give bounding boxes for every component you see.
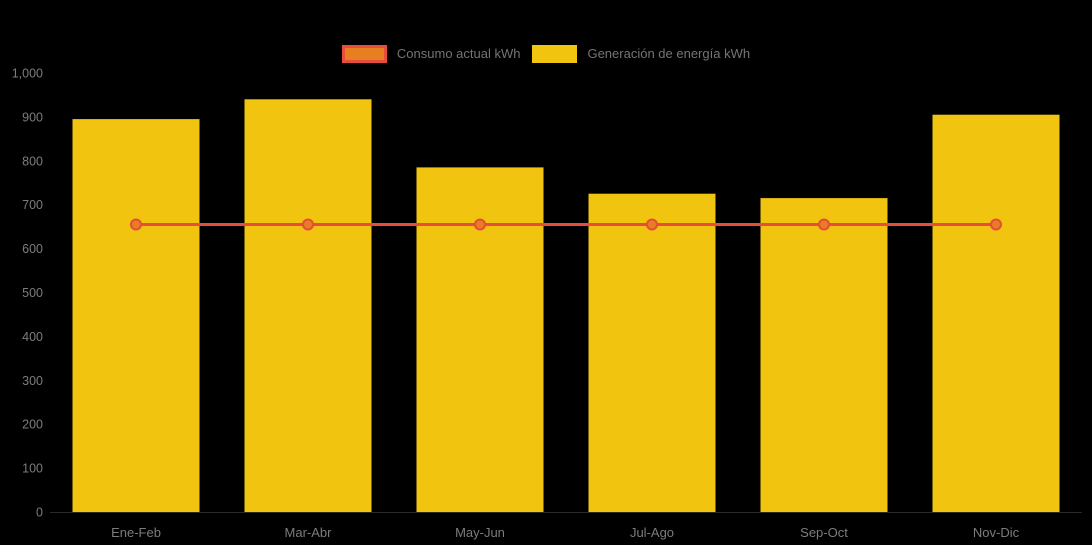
legend-item-generacion-energia[interactable]: Generación de energía kWh: [532, 45, 750, 63]
x-axis-tick-label: May-Jun: [455, 525, 505, 540]
generation-bar-Sep-Oct[interactable]: [760, 198, 888, 512]
y-axis-tick-label: 400: [22, 330, 43, 344]
y-axis-tick-label: 200: [22, 418, 43, 432]
generation-bar-Jul-Ago[interactable]: [588, 193, 716, 512]
consumption-point-Mar-Abr[interactable]: [302, 218, 314, 231]
y-axis-tick-label: 500: [22, 286, 43, 300]
consumo-actual-swatch-icon: [341, 45, 387, 63]
x-axis-tick-label: Sep-Oct: [800, 525, 848, 540]
chart-legend: Consumo actual kWh Generación de energía…: [0, 45, 1092, 63]
y-axis-tick-label: 900: [22, 110, 43, 124]
y-axis-tick-label: 0: [36, 506, 43, 520]
y-axis-tick-label: 600: [22, 242, 43, 256]
generation-bar-Mar-Abr[interactable]: [244, 99, 372, 513]
x-axis-tick-label: Mar-Abr: [285, 525, 333, 540]
x-axis-tick-label: Ene-Feb: [111, 525, 161, 540]
generation-bar-Ene-Feb[interactable]: [72, 119, 200, 512]
legend-label-generacion-energia: Generación de energía kWh: [587, 46, 751, 61]
y-axis-tick-label: 100: [22, 462, 43, 476]
consumption-point-Jul-Ago[interactable]: [646, 218, 658, 231]
generacion-energia-swatch-icon: [532, 45, 578, 63]
legend-label-consumo-actual: Consumo actual kWh: [396, 46, 521, 61]
x-axis-tick-label: Nov-Dic: [973, 525, 1020, 540]
legend-item-consumo-actual[interactable]: Consumo actual kWh: [341, 45, 521, 63]
consumption-point-Nov-Dic[interactable]: [990, 218, 1002, 231]
consumption-point-Ene-Feb[interactable]: [130, 218, 142, 231]
y-axis-tick-label: 1,000: [12, 67, 43, 81]
consumption-point-May-Jun[interactable]: [474, 218, 486, 231]
consumption-point-Sep-Oct[interactable]: [818, 218, 830, 231]
y-axis-tick-label: 700: [22, 198, 43, 212]
generation-bar-Nov-Dic[interactable]: [932, 114, 1060, 512]
y-axis-tick-label: 300: [22, 374, 43, 388]
x-axis-tick-label: Jul-Ago: [630, 525, 674, 540]
y-axis-tick-label: 800: [22, 154, 43, 168]
